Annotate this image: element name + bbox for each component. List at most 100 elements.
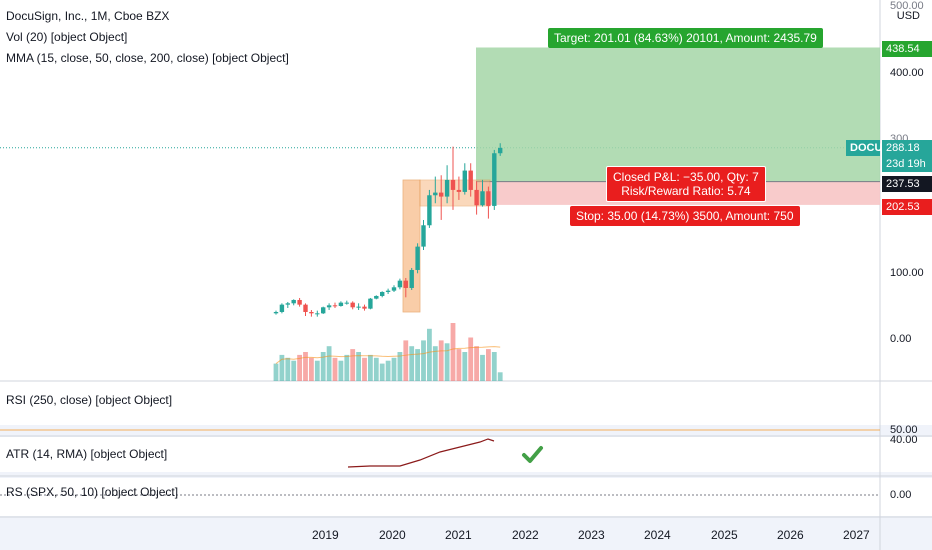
year-label: 2023: [578, 528, 605, 542]
candle-body: [397, 280, 403, 288]
year-label: 2021: [445, 528, 472, 542]
target-callout[interactable]: Target: 201.01 (84.63%) 20101, Amount: 2…: [548, 28, 823, 48]
candle-body: [391, 287, 397, 291]
volume-bar: [497, 372, 503, 381]
candle-body: [498, 147, 503, 154]
candle-body: [380, 291, 385, 296]
symbol-tag: DOCU: [846, 140, 882, 156]
volume-bar: [385, 360, 391, 381]
axis-tick-0: 0.00: [890, 333, 912, 345]
volume-bar: [285, 357, 291, 381]
candle-body: [439, 192, 444, 197]
volume-bar: [403, 340, 409, 381]
volume-bar: [291, 360, 297, 381]
candle-body: [433, 192, 438, 196]
mma-legend[interactable]: MMA (15, close, 50, close, 200, close) […: [6, 51, 289, 65]
candle-body: [456, 189, 462, 192]
candle-body: [285, 303, 290, 305]
candle-body: [362, 306, 367, 309]
axis-tick-500: 500.00: [890, 0, 924, 12]
candle-body: [462, 170, 467, 192]
indicator-panes: [347, 438, 543, 468]
candle-body: [338, 302, 344, 306]
volume-bar: [391, 357, 397, 381]
volume-bar: [427, 328, 432, 381]
candle-body: [309, 311, 314, 314]
candle-body: [409, 269, 414, 288]
volume-bar: [303, 352, 308, 381]
volume-bar: [373, 357, 379, 381]
atr-axis-tick: 40.00: [890, 434, 918, 446]
axis-tick-100: 100.00: [890, 267, 924, 279]
last-price-label: 288.18: [882, 140, 932, 156]
candle-body: [421, 225, 426, 247]
candle-body: [444, 179, 450, 197]
target-price-label: 438.54: [882, 41, 932, 57]
volume-bar: [314, 360, 320, 381]
symbol-legend[interactable]: DocuSign, Inc., 1M, Cboe BZX: [6, 9, 170, 23]
volume-bar: [397, 352, 403, 381]
year-label: 2020: [379, 528, 406, 542]
stop-price-label: 202.53: [882, 199, 932, 215]
atr-legend[interactable]: ATR (14, RMA) [object Object]: [6, 447, 168, 461]
rs-legend[interactable]: RS (SPX, 50, 10) [object Object]: [6, 485, 179, 499]
volume-bar: [409, 346, 415, 381]
volume-bar: [297, 354, 302, 381]
year-label: 2027: [843, 528, 870, 542]
year-label: 2025: [711, 528, 738, 542]
candle-body: [468, 170, 473, 190]
volume-ma-line: [275, 346, 501, 365]
candle-body: [356, 306, 361, 308]
candle-body: [273, 311, 279, 314]
atr-line: [347, 438, 495, 468]
candle-body: [486, 191, 491, 206]
year-label: 2026: [777, 528, 804, 542]
candle-body: [303, 304, 308, 312]
candle-body: [332, 305, 338, 307]
candle-body: [326, 305, 332, 308]
pnl-callout[interactable]: Closed P&L: −35.00, Qty: 7 Risk/Reward R…: [606, 166, 766, 202]
volume-bar: [462, 352, 468, 381]
currency-label: USD: [896, 10, 920, 22]
volume-bar: [438, 340, 444, 381]
rsi-legend[interactable]: RSI (250, close) [object Object]: [6, 393, 173, 407]
atr-pane-bg: [0, 437, 932, 472]
candle-body: [415, 246, 420, 270]
volume-bar: [344, 354, 350, 381]
volume-bar: [350, 349, 356, 381]
volume-bar: [486, 349, 491, 381]
volume-bar: [456, 349, 462, 381]
candle-body: [492, 153, 497, 206]
candle-body: [315, 313, 320, 315]
rsi-pane-bg: [0, 381, 932, 425]
volume-bar: [368, 354, 373, 381]
candle-body: [474, 189, 479, 206]
volume-bar: [474, 346, 479, 381]
candle-body: [321, 307, 326, 314]
volume-bar: [415, 349, 420, 381]
candle-body: [291, 299, 296, 304]
axis-tick-400: 400.00: [890, 67, 924, 79]
volume-bar: [480, 354, 485, 381]
candle-body: [480, 191, 485, 206]
volume-bar: [320, 352, 326, 381]
pnl-line: Closed P&L: −35.00, Qty: 7: [613, 170, 759, 184]
check-icon: [522, 446, 543, 463]
rs-pane-bg: [0, 478, 932, 516]
stop-callout[interactable]: Stop: 35.00 (14.73%) 3500, Amount: 750: [570, 206, 800, 226]
volume-bar: [338, 360, 344, 381]
candle-body: [374, 295, 379, 299]
volume-bar: [332, 357, 338, 381]
candle-body: [450, 179, 456, 190]
volume-bar: [356, 352, 361, 381]
candle-body: [344, 302, 349, 304]
volume-bar: [444, 343, 450, 381]
volume-legend[interactable]: Vol (20) [object Object]: [6, 30, 128, 44]
candle-body: [297, 299, 302, 305]
volume-bar: [362, 357, 367, 381]
volume-bar: [279, 354, 285, 381]
target-zone: [476, 47, 880, 182]
year-label: 2022: [512, 528, 539, 542]
rs-axis-tick: 0.00: [890, 489, 912, 501]
